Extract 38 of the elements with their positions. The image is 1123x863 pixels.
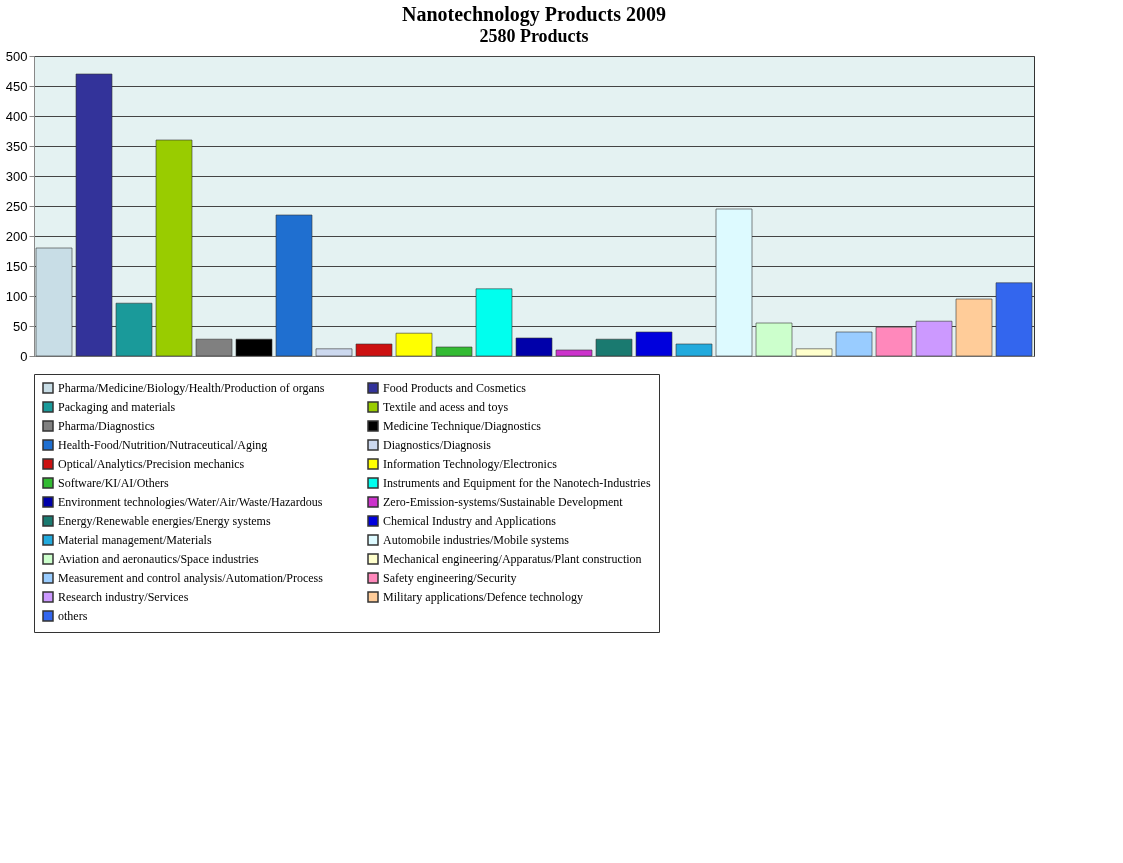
legend-label: Chemical Industry and Applications [383, 514, 557, 528]
legend-label: Diagnostics/Diagnosis [383, 438, 492, 452]
legend-label: Research industry/Services [58, 590, 189, 604]
chart-title: Nanotechnology Products 2009 [401, 3, 667, 26]
legend-label: Automobile industries/Mobile systems [383, 533, 570, 547]
legend-label: Software/KI/AI/Others [58, 476, 169, 490]
legend-label: others [58, 609, 88, 623]
legend-label: Mechanical engineering/Apparatus/Plant construction [383, 552, 642, 566]
legend-label: Material management/Materials [58, 533, 212, 547]
y-tick-label: 350 [5, 138, 28, 154]
legend-label: Medicine Technique/Diagnostics [383, 419, 542, 433]
y-tick-label: 250 [5, 198, 28, 214]
legend-label: Pharma/Medicine/Biology/Health/Production of organs [58, 381, 325, 395]
legend-label: Measurement and control analysis/Automation/Process [58, 571, 324, 585]
legend-label: Environment technologies/Water/Air/Waste/Hazardous [58, 495, 323, 509]
y-tick-label: 500 [5, 48, 28, 64]
y-tick-label: 0 [20, 348, 28, 364]
legend-label: Aviation and aeronautics/Space industries [58, 552, 260, 566]
y-tick-label: 100 [5, 288, 28, 304]
legend-label: Energy/Renewable energies/Energy systems [58, 514, 271, 528]
legend-label: Instruments and Equipment for the Nanotech-Industries [383, 476, 651, 490]
y-tick-label: 450 [5, 78, 28, 94]
legend-label: Optical/Analytics/Precision mechanics [58, 457, 245, 471]
y-tick-label: 200 [5, 228, 28, 244]
y-tick-label: 50 [13, 318, 28, 334]
legend-label: Military applications/Defence technology [383, 590, 583, 604]
legend-label: Safety engineering/Security [383, 571, 517, 585]
legend-label: Pharma/Diagnostics [58, 419, 155, 433]
legend-label: Zero-Emission-systems/Sustainable Development [383, 495, 624, 509]
y-tick-label: 150 [5, 258, 28, 274]
legend-label: Information Technology/Electronics [383, 457, 558, 471]
y-tick-label: 300 [5, 168, 28, 184]
y-tick-label: 400 [5, 108, 28, 124]
legend-label: Food Products and Cosmetics [383, 381, 527, 395]
legend-label: Packaging and materials [58, 400, 176, 414]
legend-label: Textile and acess and toys [383, 400, 509, 414]
chart-subtitle: 2580 Products [479, 26, 589, 46]
legend-label: Health-Food/Nutrition/Nutraceutical/Aging [58, 438, 268, 452]
